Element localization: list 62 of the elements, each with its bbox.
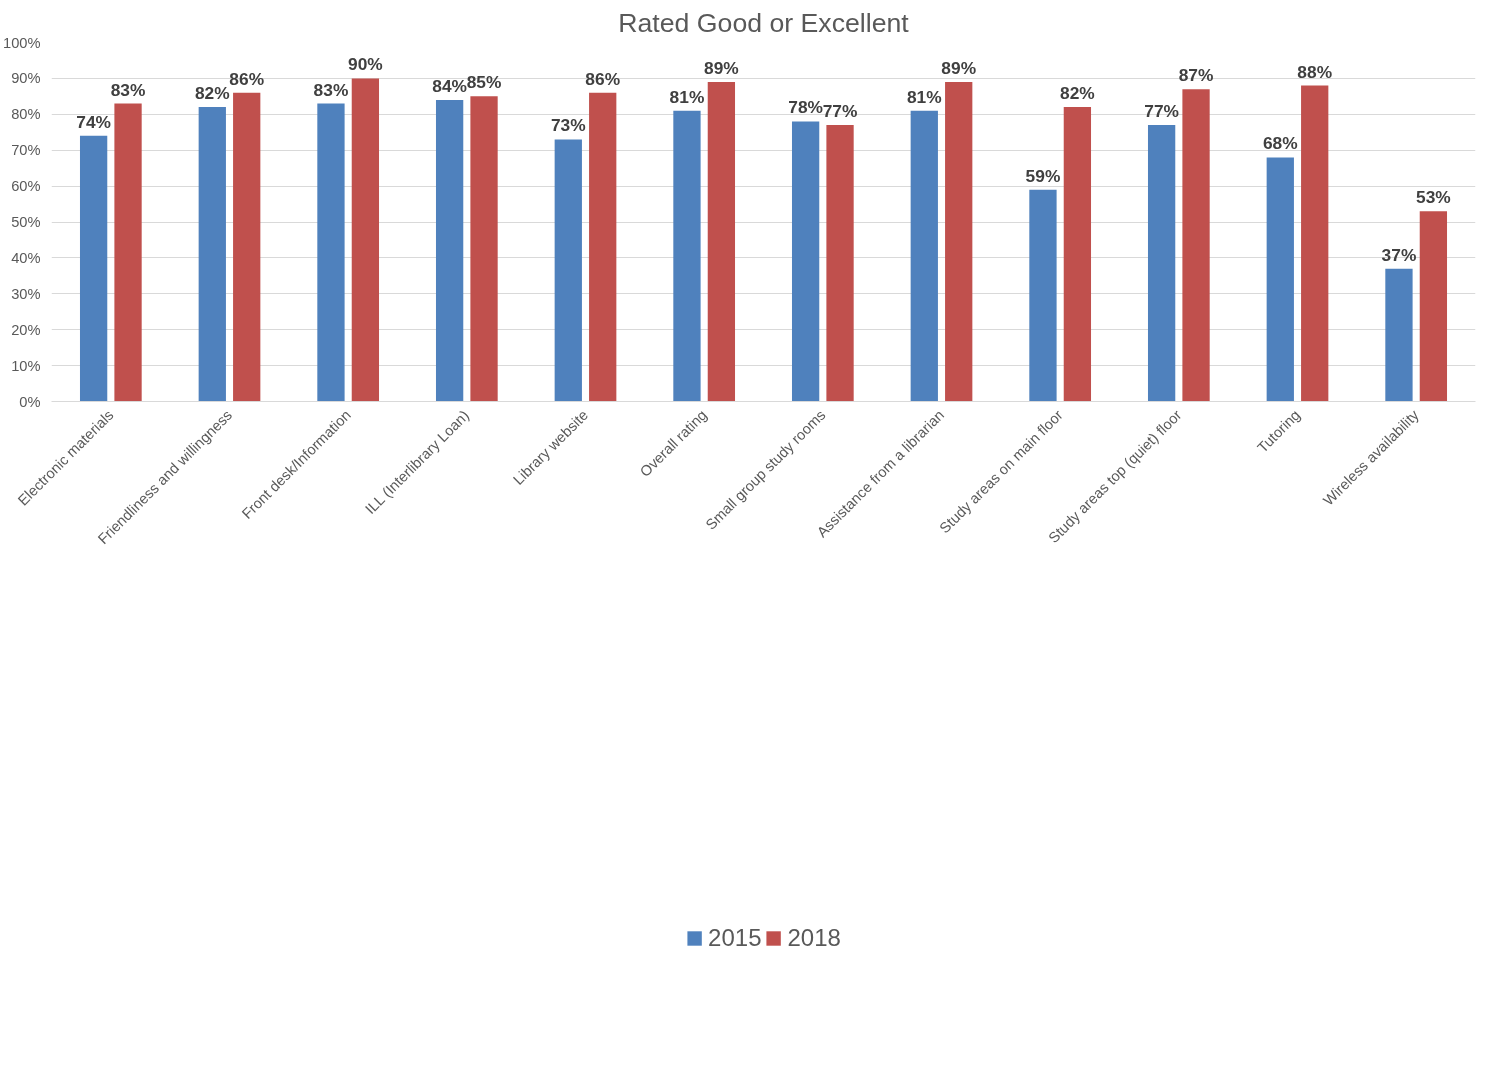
data-label: 89% — [941, 57, 977, 78]
y-tick-label: 10% — [11, 357, 41, 374]
data-label: 87% — [1178, 65, 1214, 86]
data-label: 73% — [550, 115, 586, 136]
bar — [1029, 189, 1057, 402]
data-label: 68% — [1262, 133, 1298, 154]
bar — [435, 99, 464, 402]
data-label: 88% — [1297, 61, 1333, 82]
bar — [910, 110, 938, 402]
bar — [1063, 107, 1092, 402]
bar — [791, 121, 820, 402]
bar — [826, 125, 854, 402]
y-tick-label: 70% — [11, 142, 41, 159]
data-label: 77% — [822, 101, 858, 122]
bar — [1301, 85, 1329, 402]
data-label: 74% — [76, 111, 111, 132]
data-label: 90% — [348, 54, 383, 75]
bar — [1147, 125, 1176, 402]
data-label: 84% — [432, 75, 467, 96]
data-label: 81% — [906, 86, 942, 107]
bar — [198, 107, 226, 402]
bar — [1385, 268, 1413, 402]
bar — [114, 103, 142, 402]
y-tick-label: 30% — [11, 285, 41, 302]
data-label: 81% — [669, 86, 705, 107]
data-label: 37% — [1381, 244, 1417, 265]
data-label: 59% — [1025, 165, 1061, 186]
data-label: 78% — [788, 97, 823, 118]
bar — [554, 139, 582, 402]
y-tick-label: 0% — [19, 393, 41, 410]
bar — [673, 110, 701, 402]
y-tick-label: 90% — [11, 70, 41, 87]
bar — [1266, 157, 1294, 402]
y-tick-label: 80% — [11, 106, 41, 123]
bar — [1182, 89, 1210, 402]
y-tick-label: 60% — [11, 178, 41, 195]
y-tick-label: 40% — [11, 249, 41, 266]
bar — [79, 135, 108, 402]
data-label: 53% — [1416, 187, 1451, 208]
data-label: 86% — [229, 68, 265, 89]
bar — [945, 81, 973, 402]
bar — [1419, 211, 1448, 402]
data-label: 77% — [1144, 101, 1179, 122]
data-label: 83% — [110, 79, 146, 100]
y-tick-label: 100% — [3, 34, 41, 51]
data-label: 85% — [466, 72, 502, 93]
bar — [233, 92, 261, 402]
legend-label: 2018 — [787, 924, 841, 952]
bar — [707, 81, 736, 402]
bar — [470, 96, 498, 402]
y-tick-label: 50% — [11, 214, 41, 230]
bar — [589, 92, 617, 402]
data-label: 86% — [585, 68, 621, 89]
bar — [317, 103, 345, 402]
bar — [351, 78, 380, 402]
data-label: 89% — [704, 57, 739, 78]
data-label: 82% — [194, 83, 230, 104]
chart-title: Rated Good or Excellent — [618, 7, 910, 38]
legend-label: 2015 — [708, 924, 762, 952]
data-label: 82% — [1060, 83, 1095, 104]
y-tick-label: 20% — [11, 321, 41, 338]
data-label: 83% — [313, 79, 349, 100]
